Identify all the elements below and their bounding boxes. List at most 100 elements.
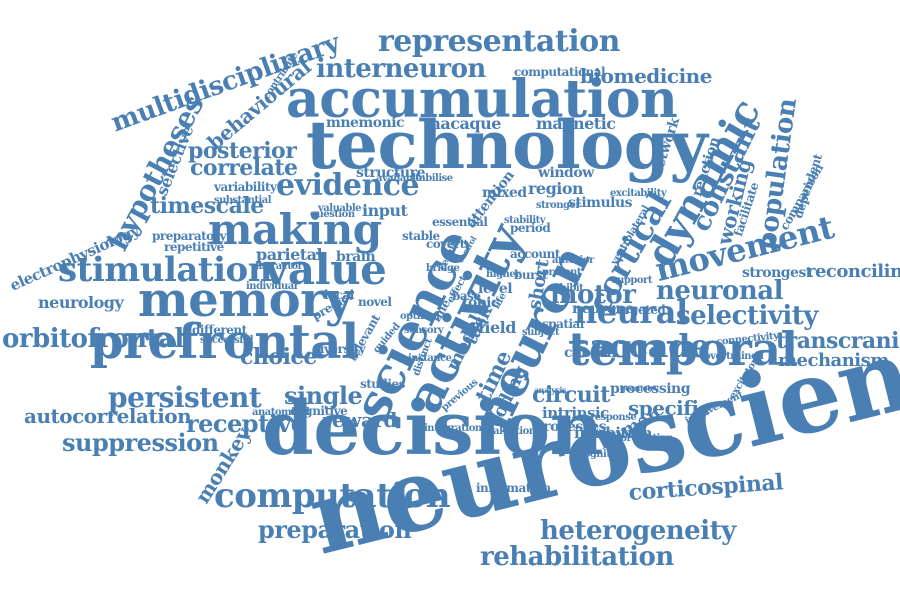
cloud-word: suppression — [62, 428, 219, 457]
cloud-word: evaluation — [482, 426, 536, 437]
cloud-word: temporal — [568, 322, 798, 376]
cloud-word: anatomical — [252, 407, 310, 418]
cloud-word: circuit — [532, 382, 610, 408]
cloud-word: preparatory — [152, 229, 226, 243]
cloud-word: correlate — [190, 155, 298, 181]
cloud-word: choice — [240, 344, 317, 370]
cloud-word: stabilise — [410, 173, 453, 184]
cloud-word: making — [208, 205, 382, 254]
cloud-word: overtrained — [704, 351, 764, 362]
cloud-word: brain — [336, 249, 376, 265]
cloud-word: evidence — [276, 168, 420, 203]
cloud-word: geometry — [620, 383, 659, 393]
cloud-word: diversity — [312, 342, 366, 356]
cloud-word: anterior — [552, 255, 594, 266]
cloud-word: targeted — [612, 303, 666, 317]
cloud-word: chosen — [564, 345, 617, 361]
cloud-word: value — [264, 245, 387, 294]
cloud-word: information — [476, 481, 551, 495]
cloud-word: rehabilitation — [480, 542, 674, 572]
cloud-word: magnetic — [536, 114, 616, 133]
cloud-word: neurology — [38, 293, 124, 312]
cloud-word: response — [590, 412, 637, 423]
cloud-word: local — [324, 288, 354, 302]
cloud-word: period — [510, 221, 551, 235]
cloud-word: distractor — [252, 261, 303, 272]
cloud-word: intrinsic — [542, 404, 609, 422]
cloud-word: sensory — [404, 325, 444, 336]
cloud-word: present — [542, 267, 582, 278]
cloud-word: decision — [262, 386, 603, 472]
cloud-word: parietal — [256, 245, 323, 264]
cloud-word: cognitive — [290, 404, 348, 418]
cloud-word: field — [478, 318, 516, 337]
cloud-word: transcranial — [776, 328, 900, 354]
cloud-word: repetitive — [164, 240, 224, 254]
cloud-word: timescale — [150, 193, 264, 219]
cloud-word: neurone — [572, 301, 634, 317]
cloud-word: posterior — [188, 138, 297, 164]
cloud-word: instance — [408, 353, 452, 364]
cloud-word: subject — [522, 327, 560, 338]
cloud-word: higher — [486, 269, 520, 280]
cloud-word: biomedicine — [580, 64, 712, 88]
cloud-word: persistent — [108, 381, 262, 414]
cloud-word: stimulation — [58, 250, 272, 290]
cloud-word: interneuron — [316, 54, 486, 84]
cloud-word: excitability — [610, 188, 667, 199]
cloud-word: receptive — [186, 409, 306, 438]
cloud-word: region — [528, 179, 584, 198]
cloud-word: input — [362, 201, 408, 220]
cloud-word: technology — [306, 106, 708, 184]
cloud-word: bridge — [426, 263, 460, 274]
cloud-word: question — [310, 209, 355, 220]
cloud-word: analysis — [534, 385, 566, 395]
cloud-word: preparation — [258, 515, 412, 544]
cloud-word: mnemonic — [326, 115, 405, 131]
cloud-word: valuable — [318, 203, 362, 214]
cloud-word: stronger — [536, 200, 581, 211]
cloud-word: studies — [360, 377, 405, 391]
cloud-word: different — [192, 323, 247, 337]
cloud-word: selectivity — [676, 301, 818, 331]
cloud-word: memory — [138, 272, 353, 328]
cloud-word: prediction — [620, 433, 673, 444]
cloud-word: strongest — [742, 265, 812, 281]
cloud-word: mixed — [482, 185, 527, 201]
cloud-word: autocorrelation — [24, 404, 192, 428]
cloud-word: accumulation — [286, 69, 678, 130]
cloud-word: burst — [514, 268, 548, 282]
cloud-word: inhibition — [574, 424, 652, 442]
cloud-word: stimulus — [568, 195, 633, 211]
cloud-word: cognition — [578, 449, 627, 460]
cloud-word: covert — [426, 237, 465, 251]
cloud-word: account — [510, 247, 560, 261]
cloud-word: essential — [432, 215, 488, 229]
cloud-word: base — [452, 289, 481, 303]
cloud-word: saccade — [572, 327, 710, 365]
cloud-word: available — [376, 173, 422, 184]
cloud-word: computational — [514, 65, 606, 79]
cloud-word: topic — [462, 295, 499, 311]
cloud-word: neuronal — [656, 276, 784, 306]
cloud-word: neural — [574, 293, 688, 331]
cloud-word: substantial — [214, 195, 272, 206]
cloud-word: macaque — [424, 114, 501, 133]
cloud-word: prefrontal — [90, 314, 359, 370]
cloud-word: novel — [358, 295, 392, 309]
cloud-word: stability — [504, 215, 546, 226]
cloud-word: stable — [402, 229, 440, 243]
cloud-word: structure — [356, 165, 425, 181]
cloud-word: spatial — [542, 317, 584, 331]
cloud-word: computation — [214, 476, 451, 516]
cloud-word: level — [478, 281, 513, 297]
cloud-word: reward — [322, 408, 397, 432]
cloud-word: heterogeneity — [540, 516, 736, 546]
cloud-word: processes — [534, 419, 607, 435]
cloud-word: specific — [628, 396, 711, 420]
cloud-word: reconciling — [806, 261, 900, 282]
cloud-word: optimal — [400, 311, 440, 322]
cloud-word: representation — [378, 24, 620, 59]
cloud-word: mechanism — [778, 350, 889, 371]
cloud-word: processing — [610, 381, 690, 397]
